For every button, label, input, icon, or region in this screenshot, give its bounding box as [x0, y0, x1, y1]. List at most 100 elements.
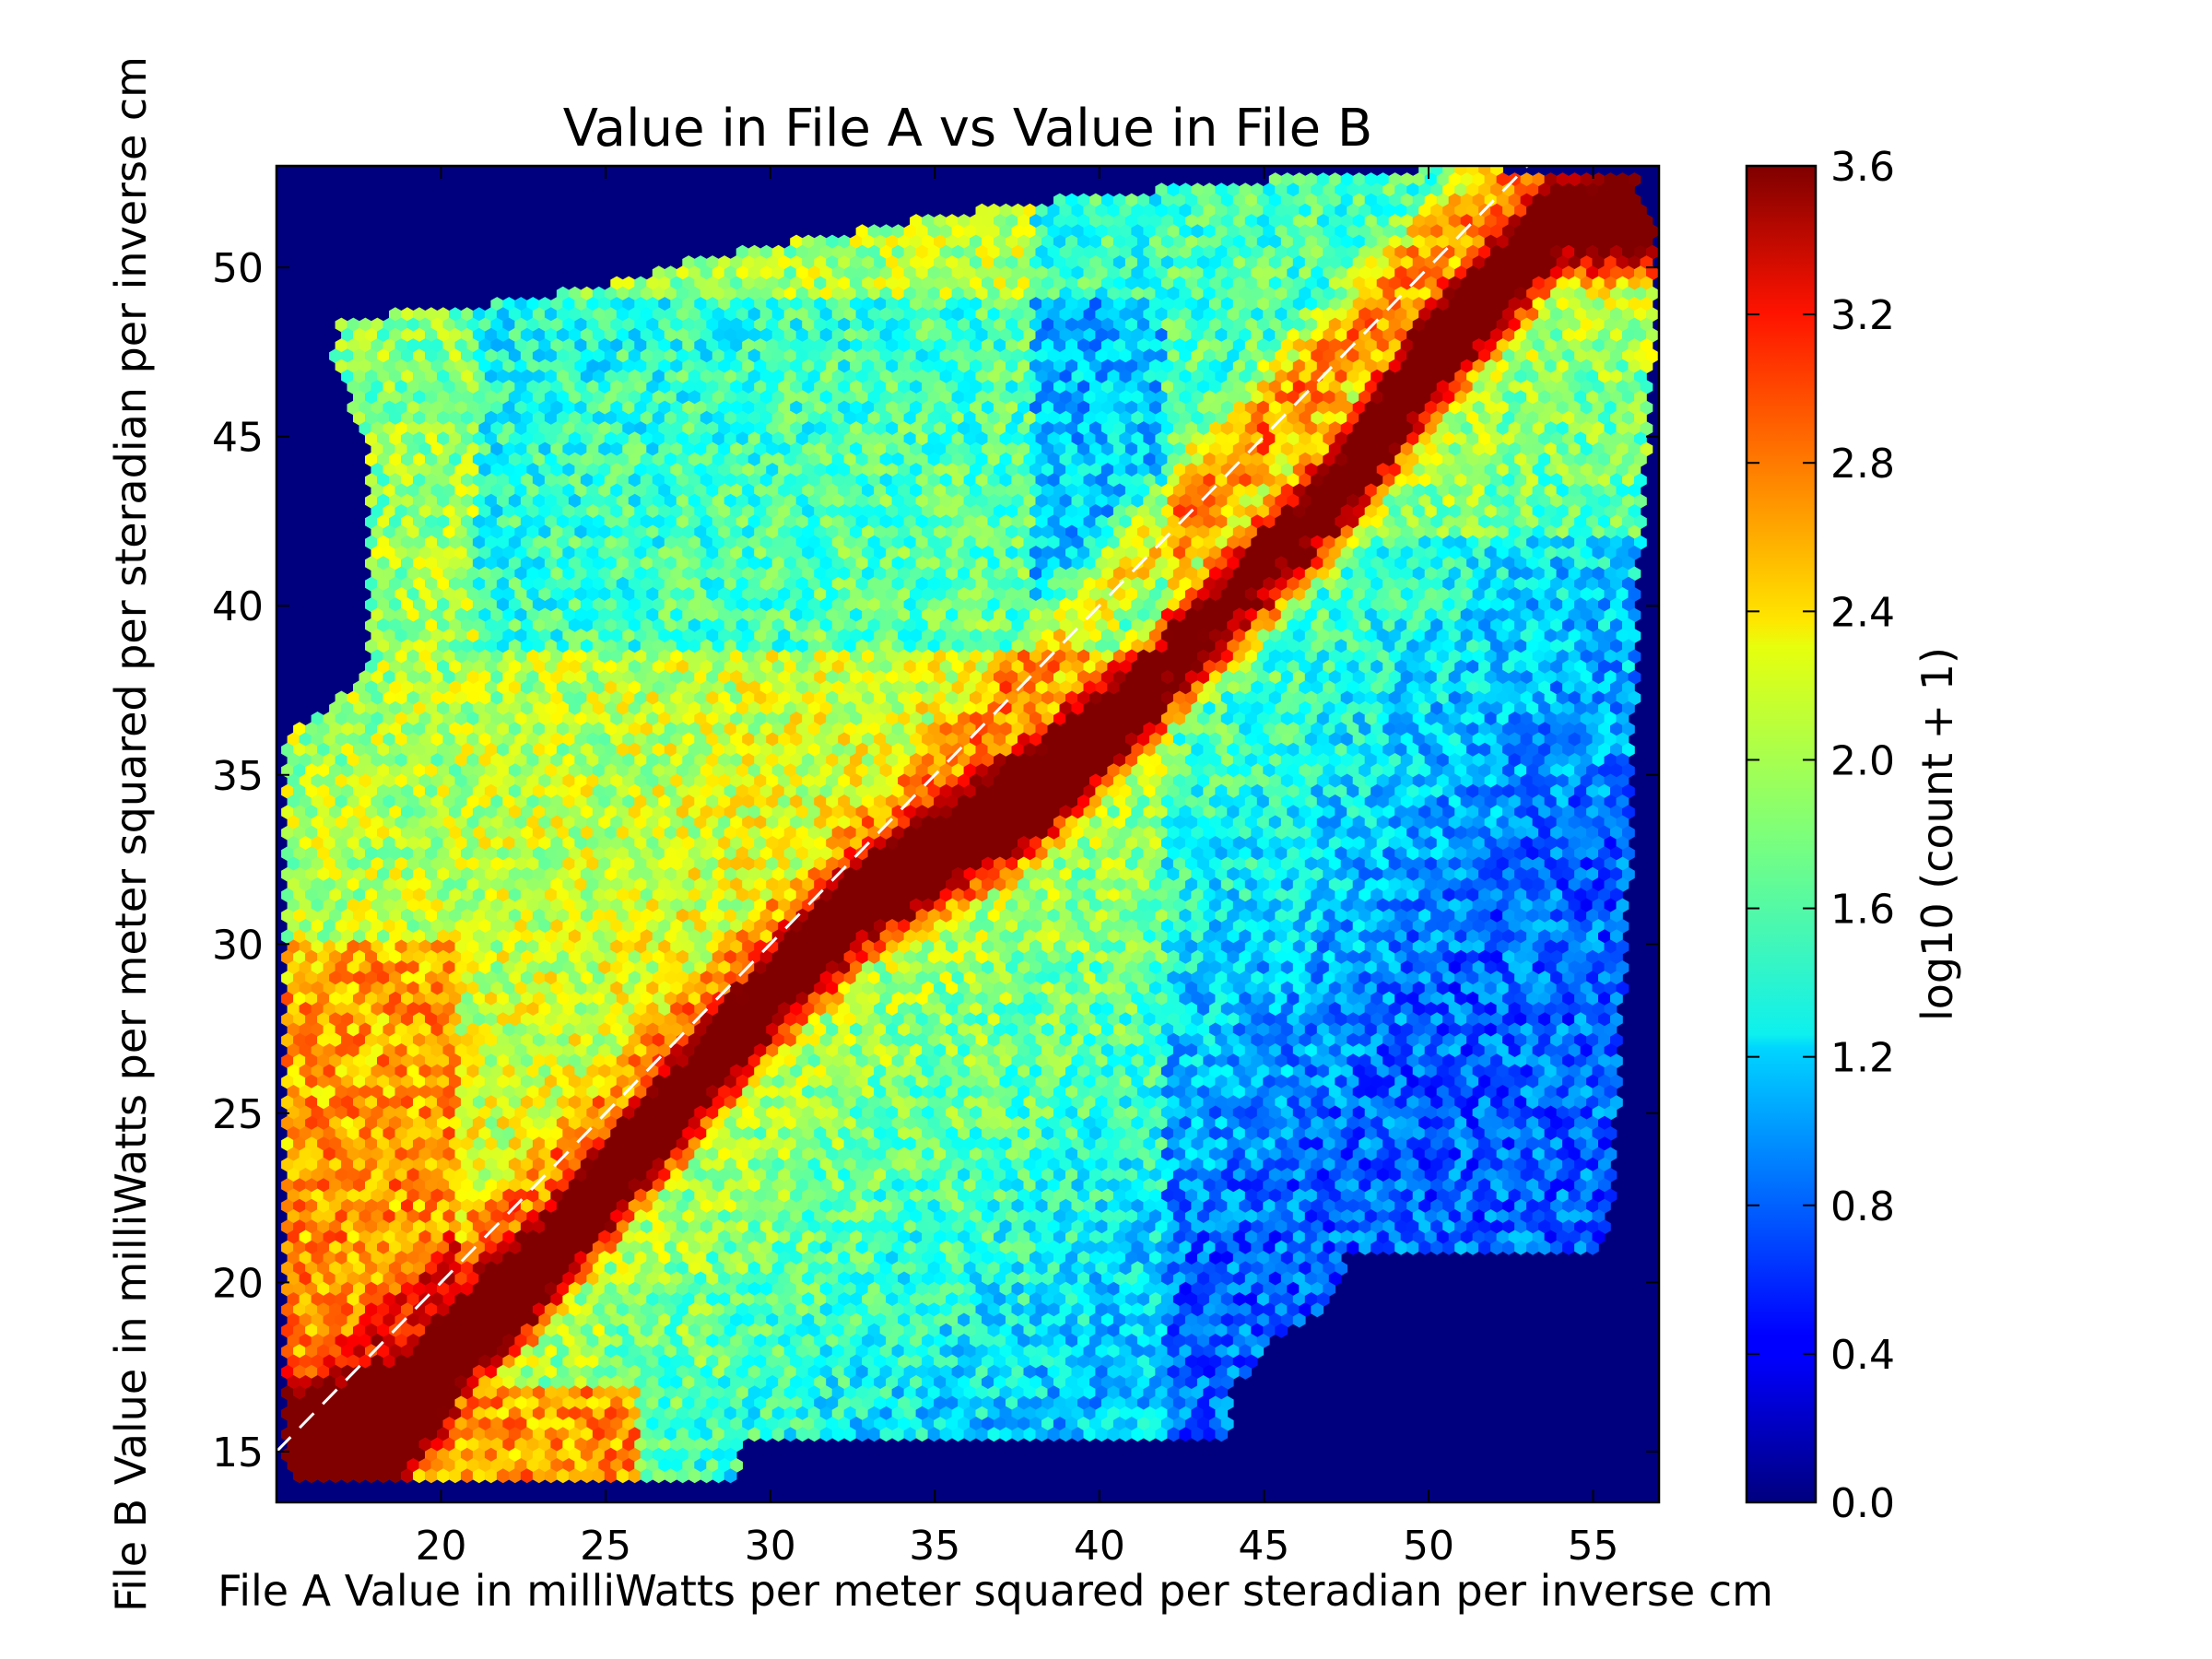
hexbin-cell — [1460, 255, 1474, 270]
hexbin-cell — [1136, 214, 1150, 229]
hexbin-cell — [1598, 182, 1611, 198]
hexbin-cell — [922, 234, 935, 250]
hexbin-cell — [1263, 265, 1277, 281]
hexbin-cell — [1508, 193, 1522, 208]
hexbin-cell — [1586, 265, 1599, 281]
hexbin-cell — [1023, 265, 1037, 281]
hexbin-cell — [951, 244, 965, 260]
hexbin-cell — [1041, 276, 1054, 291]
hexbin-cell — [951, 265, 965, 281]
hexbin-cell — [1472, 193, 1486, 208]
hexbin-cell — [1442, 265, 1455, 281]
hexbin-cell — [934, 255, 947, 270]
hexbin-cell — [1244, 193, 1258, 208]
hexbin-cell — [735, 286, 749, 301]
hexbin-cell — [1586, 203, 1599, 218]
hexbin-cell — [1490, 166, 1503, 177]
hexbin-cell — [1323, 203, 1335, 218]
hexbin-cell — [1155, 182, 1169, 198]
hexbin-cell — [879, 286, 893, 301]
hexbin-cell — [1119, 224, 1133, 240]
hexbin-cell — [1077, 276, 1090, 291]
hexbin-cell — [1268, 172, 1282, 187]
hexbin-cell — [778, 255, 791, 270]
hexbin-cell — [1448, 255, 1462, 270]
hexbin-cell — [1316, 255, 1330, 270]
hexbin-cell — [1388, 172, 1402, 187]
hexbin-cell — [843, 244, 857, 260]
hexbin-cell — [975, 244, 989, 260]
hexbin-cell — [1095, 244, 1109, 260]
hexbin-cell — [1556, 234, 1570, 250]
hexbin-cell — [502, 297, 516, 312]
hexbin-cell — [1604, 214, 1618, 229]
hexbin-cell — [1299, 224, 1312, 240]
hexbin-cell — [886, 276, 899, 291]
hexbin-cell — [1107, 265, 1121, 281]
hexbin-cell — [891, 286, 905, 301]
hexbin-cell — [592, 286, 606, 301]
hexbin-cell — [1592, 276, 1606, 291]
hexbin-cell — [1112, 276, 1126, 291]
hexbin-cell — [1598, 244, 1611, 260]
hexbin-cell — [1371, 182, 1383, 198]
hexbin-cell — [1299, 182, 1312, 198]
hexbin-cell — [1514, 265, 1527, 281]
hexbin-cell — [1466, 166, 1479, 177]
hexbin-cell — [778, 276, 791, 291]
hexbin-cell — [766, 255, 779, 270]
hexbin-cell — [1508, 276, 1522, 291]
hexbin-cell — [1466, 286, 1479, 301]
hexbin-cell — [1406, 244, 1419, 260]
hexbin-cell — [999, 265, 1013, 281]
hexbin-cell — [1083, 224, 1097, 240]
hexbin-cell — [1406, 286, 1419, 301]
hexbin-cell — [1148, 255, 1162, 270]
hexbin-cell — [1550, 182, 1563, 198]
hexbin-cell — [1065, 193, 1078, 208]
hexbin-cell — [1316, 193, 1330, 208]
hexbin-cell — [1220, 255, 1234, 270]
hexbin-cell — [1239, 182, 1253, 198]
hexbin-cell — [1520, 255, 1534, 270]
hexbin-cell — [1616, 172, 1630, 187]
hexbin-cell — [724, 265, 737, 281]
hexbin-cell — [1490, 224, 1503, 240]
hexbin-cell — [994, 214, 1006, 229]
hexbin-cell — [1610, 265, 1623, 281]
hexbin-cell — [1562, 203, 1575, 218]
hexbin-cell — [855, 244, 869, 260]
hexbin-cell — [1256, 276, 1270, 291]
hexbin-cell — [934, 276, 947, 291]
hexbin-cell — [1352, 234, 1366, 250]
hexbin-cell — [1442, 286, 1455, 301]
hexbin-cell — [1071, 244, 1085, 260]
hexbin-cell — [1388, 255, 1402, 270]
hexbin-cell — [1160, 193, 1174, 208]
hexbin-cell — [1586, 244, 1599, 260]
hexbin-cell — [946, 255, 959, 270]
hexbin-cell — [1047, 244, 1061, 260]
hexbin-cell — [1316, 172, 1330, 187]
hexbin-cell — [1347, 224, 1359, 240]
hexbin-cell — [1287, 244, 1300, 260]
hexbin-cell — [1376, 255, 1390, 270]
hexbin-cell — [862, 255, 875, 270]
hexbin-cell — [1287, 265, 1300, 281]
hexbin-cell — [1634, 244, 1647, 260]
hexbin-cell — [987, 265, 1001, 281]
hexbin-cell — [1041, 255, 1054, 270]
hexbin-cell — [580, 286, 594, 301]
hexbin-cell — [939, 224, 953, 240]
hexbin-cell — [1148, 276, 1162, 291]
hexbin-cell — [934, 234, 947, 250]
hexbin-cell — [1053, 214, 1066, 229]
hexbin-cell — [1227, 203, 1241, 218]
hexbin-cell — [1610, 244, 1623, 260]
hexbin-cell — [1148, 234, 1162, 250]
hexbin-cell — [1316, 214, 1330, 229]
hexbin-cell — [850, 276, 863, 291]
hexbin-cell — [814, 234, 827, 250]
hexbin-cell — [1311, 244, 1324, 260]
